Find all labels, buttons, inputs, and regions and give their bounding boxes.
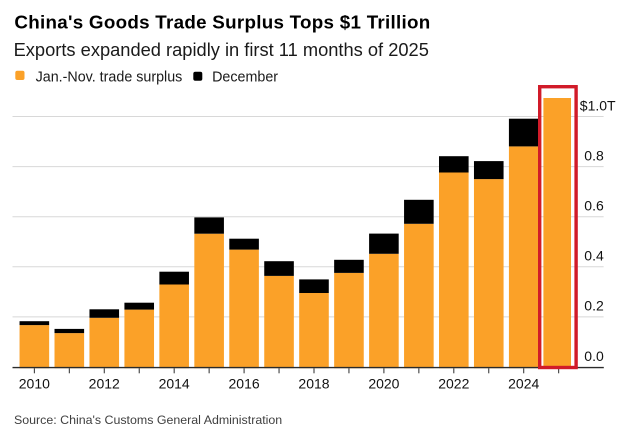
svg-text:0.8: 0.8 — [584, 148, 604, 164]
svg-text:2020: 2020 — [368, 375, 399, 391]
svg-text:Exports expanded rapidly in fi: Exports expanded rapidly in first 11 mon… — [14, 39, 429, 60]
svg-text:0.4: 0.4 — [584, 247, 604, 263]
svg-text:0.6: 0.6 — [584, 198, 604, 214]
svg-text:China's Goods Trade Surplus To: China's Goods Trade Surplus Tops $1 Tril… — [14, 11, 430, 32]
svg-text:Source: China's Customs Genera: Source: China's Customs General Administ… — [14, 413, 282, 427]
svg-text:2022: 2022 — [438, 375, 469, 391]
svg-text:December: December — [212, 69, 278, 85]
svg-text:$1.0T: $1.0T — [580, 97, 616, 113]
svg-text:2012: 2012 — [89, 375, 120, 391]
svg-text:0.2: 0.2 — [584, 298, 604, 314]
svg-text:2024: 2024 — [508, 375, 539, 391]
svg-text:2016: 2016 — [229, 375, 260, 391]
svg-text:Jan.-Nov. trade surplus: Jan.-Nov. trade surplus — [36, 69, 183, 85]
svg-text:2010: 2010 — [19, 375, 50, 391]
svg-text:2014: 2014 — [159, 375, 190, 391]
svg-text:0.0: 0.0 — [584, 348, 604, 364]
svg-text:2018: 2018 — [298, 375, 329, 391]
